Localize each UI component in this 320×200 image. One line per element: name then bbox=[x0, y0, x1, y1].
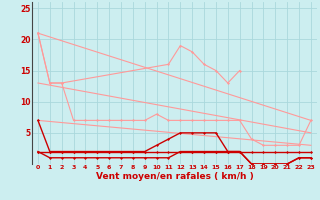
X-axis label: Vent moyen/en rafales ( km/h ): Vent moyen/en rafales ( km/h ) bbox=[96, 172, 253, 181]
